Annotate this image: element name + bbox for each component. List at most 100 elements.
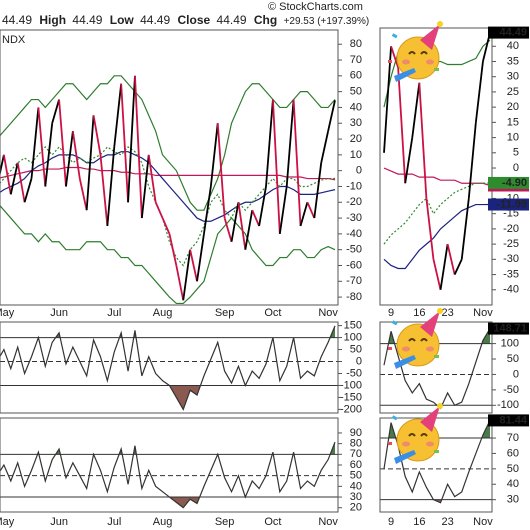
price-segment	[292, 99, 302, 227]
price-segment	[134, 75, 143, 219]
y-tick-label: 20	[507, 101, 519, 113]
end-label-box	[488, 26, 529, 39]
price-segment	[327, 100, 336, 132]
price-segment	[313, 162, 323, 219]
threshold-fill	[388, 420, 490, 439]
y-tick-label: 40	[350, 480, 362, 492]
price-segment	[23, 178, 33, 203]
y-tick-label: 30	[507, 494, 519, 506]
price-segment	[106, 146, 116, 227]
y-tick-label: 0	[356, 165, 362, 177]
y-tick-label: 25	[507, 86, 519, 98]
price-segment	[154, 201, 164, 219]
plot-area	[0, 325, 338, 411]
series-line	[0, 441, 336, 509]
fill-clip	[169, 497, 200, 508]
price-segment	[251, 209, 260, 227]
x-tick-label: Nov	[473, 307, 493, 319]
price-segment	[189, 249, 198, 282]
panel	[379, 417, 493, 513]
y-tick-label: 50	[507, 463, 519, 475]
quote-value: 44.49	[2, 13, 32, 27]
fill-clip	[0, 442, 335, 455]
x-tick-label: Nov	[318, 307, 338, 319]
y-tick-label: 20	[350, 133, 362, 145]
threshold-fill	[0, 442, 335, 455]
y-tick-label: 50	[350, 86, 362, 98]
price-segment	[404, 137, 414, 184]
y-tick-label: 60	[350, 459, 362, 471]
x-tick-label: Aug	[153, 307, 173, 319]
y-tick-label: 90	[350, 427, 362, 439]
end-label: 81.44	[499, 414, 527, 426]
y-tick-label: -40	[503, 284, 519, 296]
price-segment	[65, 131, 74, 187]
price-segment	[127, 75, 136, 203]
price-segment	[209, 123, 219, 187]
series-line	[0, 166, 336, 181]
series-line	[383, 420, 491, 504]
fill-clip	[433, 499, 442, 503]
quote-value: 44.49	[217, 13, 247, 27]
price-segment	[306, 201, 316, 219]
price-segment	[278, 186, 288, 235]
quote-value: 44.49	[140, 13, 170, 27]
plot-area	[0, 441, 338, 509]
y-tick-label: 80	[350, 438, 362, 450]
price-segment	[223, 217, 233, 243]
y-tick-label: 5	[513, 147, 519, 159]
watermark: © StockCharts.com	[268, 1, 363, 13]
y-tick-label: 30	[350, 117, 362, 129]
x-tick-label: 9	[388, 307, 394, 319]
x-tick-label: 16	[413, 516, 425, 528]
y-tick-label: 100	[344, 331, 362, 343]
price-segment	[9, 162, 19, 195]
y-tick-label: 0	[513, 162, 519, 174]
end-label: -4.90	[502, 177, 527, 189]
series-line	[383, 167, 491, 187]
y-tick-label: 60	[507, 447, 519, 459]
y-tick-label: -50	[346, 244, 362, 256]
y-tick-label: -20	[503, 223, 519, 235]
y-tick-label: -30	[346, 212, 362, 224]
x-tick-label: Jun	[50, 516, 68, 528]
price-segment	[439, 243, 449, 290]
symbol: NDX	[2, 34, 26, 46]
y-tick-label: 150	[344, 319, 362, 331]
x-tick-label: 23	[441, 516, 453, 528]
y-tick-label: 20	[350, 502, 362, 514]
plot-area	[0, 75, 336, 305]
y-tick-label: -15	[503, 208, 519, 220]
price-segment	[140, 154, 150, 219]
price-segment	[120, 83, 129, 203]
y-tick-label: 10	[350, 149, 362, 161]
price-segment	[244, 210, 254, 250]
y-tick-label: -50	[346, 367, 362, 379]
y-tick-label: 30	[350, 491, 362, 503]
x-tick-label: May	[0, 516, 15, 528]
x-tick-label: May	[0, 307, 15, 319]
y-tick-label: 40	[350, 101, 362, 113]
panel	[379, 321, 493, 414]
y-tick-label: 35	[507, 55, 519, 67]
price-segment	[37, 107, 47, 187]
x-tick-label: Jul	[107, 307, 121, 319]
panel	[0, 29, 339, 306]
quote-line: 44.49 High 44.49 Low 44.49 Close 44.49 C…	[2, 13, 369, 27]
end-label: 44.49	[499, 27, 527, 39]
series-line	[0, 204, 336, 305]
panel	[0, 321, 339, 414]
x-tick-label: Nov	[473, 516, 493, 528]
end-label-box	[488, 414, 529, 427]
price-segment	[299, 202, 309, 227]
x-tick-label: 16	[413, 307, 425, 319]
price-segment	[85, 115, 95, 211]
y-tick-label: -30	[503, 253, 519, 265]
plot-area	[380, 328, 492, 410]
price-segment	[92, 115, 102, 156]
price-segment	[453, 258, 463, 275]
price-segment	[30, 107, 40, 179]
price-segment	[3, 154, 12, 195]
